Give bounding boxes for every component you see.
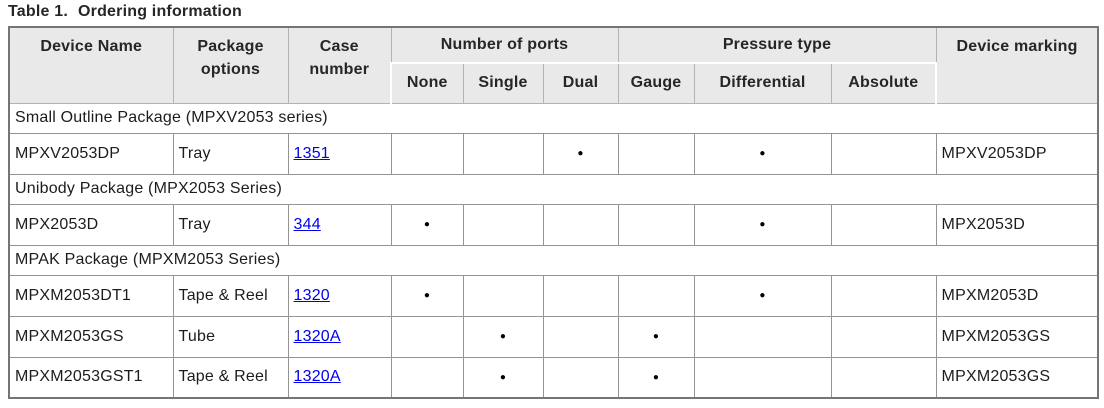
mark-single-cell <box>462 132 544 175</box>
table-row-mpx2053d: MPX2053D Tray 344 ● ● MPX2053D <box>8 203 1099 246</box>
col-header-absolute: Absolute <box>830 62 938 104</box>
mark-absolute-cell <box>830 203 937 246</box>
mark-single-cell <box>462 274 544 317</box>
device-name-cell: MPXM2053DT1 <box>8 274 174 317</box>
section-label: Small Outline Package (MPXV2053 series) <box>8 102 1099 134</box>
mark-differential-cell: ● <box>693 203 832 246</box>
device-marking-cell: MPXV2053DP <box>935 132 1099 175</box>
mark-single-cell <box>462 203 544 246</box>
col-header-case-number: Case number <box>287 26 392 104</box>
mark-absolute-cell <box>830 132 937 175</box>
table-row-mpxv2053dp: MPXV2053DP Tray 1351 ● ● MPXV2053DP <box>8 132 1099 175</box>
mark-gauge-cell <box>617 132 695 175</box>
mark-absolute-cell <box>830 274 937 317</box>
mark-dual-cell <box>542 203 619 246</box>
case-number-cell: 344 <box>287 203 392 246</box>
package-options-cell: Tape & Reel <box>172 356 289 399</box>
mark-differential-cell: ● <box>693 132 832 175</box>
mark-differential-cell <box>693 315 832 358</box>
case-number-cell: 1351 <box>287 132 392 175</box>
case-number-link[interactable]: 1320A <box>293 368 341 386</box>
mark-dual-cell: ● <box>542 132 619 175</box>
section-row-small-outline: Small Outline Package (MPXV2053 series) <box>8 102 1099 134</box>
header-row-subcolumns: None Single Dual Gauge Differential Abso… <box>9 62 1098 104</box>
mark-none-cell: ● <box>390 203 464 246</box>
case-number-link[interactable]: 344 <box>293 215 321 233</box>
table-row-mpxm2053gst1: MPXM2053GST1 Tape & Reel 1320A ● ● MPXM2… <box>8 356 1099 399</box>
package-options-cell: Tray <box>172 132 289 175</box>
section-row-unibody: Unibody Package (MPX2053 Series) <box>8 173 1099 205</box>
mark-single-cell: ● <box>462 356 544 399</box>
col-header-dual: Dual <box>542 62 619 104</box>
mark-dual-cell <box>542 274 619 317</box>
col-header-differential: Differential <box>693 62 832 104</box>
col-header-device-name: Device Name <box>8 26 174 104</box>
mark-single-cell: ● <box>462 315 544 358</box>
col-group-pressure-type: Pressure type <box>617 26 937 64</box>
mark-none-cell: ● <box>390 274 464 317</box>
section-row-mpak: MPAK Package (MPXM2053 Series) <box>8 244 1099 276</box>
mark-differential-cell <box>693 356 832 399</box>
device-marking-cell: MPXM2053GS <box>935 356 1099 399</box>
package-options-cell: Tape & Reel <box>172 274 289 317</box>
mark-differential-cell: ● <box>693 274 832 317</box>
section-label: MPAK Package (MPXM2053 Series) <box>8 244 1099 276</box>
mark-dual-cell <box>542 315 619 358</box>
mark-none-cell <box>390 315 464 358</box>
mark-none-cell <box>390 132 464 175</box>
header-row-groups: Device Name Package options Case number … <box>8 26 1099 104</box>
mark-gauge-cell <box>617 274 695 317</box>
case-number-link[interactable]: 1320 <box>293 286 330 304</box>
case-number-link[interactable]: 1351 <box>293 144 330 162</box>
device-name-cell: MPXM2053GS <box>8 315 174 358</box>
case-number-link[interactable]: 1320A <box>293 327 341 345</box>
page: Table 1. Ordering information Device Name… <box>8 3 1104 399</box>
case-number-cell: 1320 <box>287 274 392 317</box>
case-number-cell: 1320A <box>287 315 392 358</box>
mark-gauge-cell: ● <box>617 356 695 399</box>
case-number-cell: 1320A <box>287 356 392 399</box>
package-options-cell: Tray <box>172 203 289 246</box>
device-marking-cell: MPXM2053D <box>935 274 1099 317</box>
device-name-cell: MPXV2053DP <box>8 132 174 175</box>
device-marking-cell: MPXM2053GS <box>935 315 1099 358</box>
table-caption-text: Ordering information <box>78 3 242 20</box>
table-row-mpxm2053gs: MPXM2053GS Tube 1320A ● ● MPXM2053GS <box>8 315 1099 358</box>
col-header-single: Single <box>462 62 544 104</box>
mark-gauge-cell: ● <box>617 315 695 358</box>
col-header-none: None <box>390 62 464 104</box>
mark-dual-cell <box>542 356 619 399</box>
mark-none-cell <box>390 356 464 399</box>
package-options-cell: Tube <box>172 315 289 358</box>
mark-absolute-cell <box>830 356 937 399</box>
mark-gauge-cell <box>617 203 695 246</box>
ordering-information-table: Device Name Package options Case number … <box>8 26 1100 399</box>
device-marking-cell: MPX2053D <box>935 203 1099 246</box>
section-label: Unibody Package (MPX2053 Series) <box>8 173 1099 205</box>
col-header-package-options: Package options <box>172 26 289 104</box>
mark-absolute-cell <box>830 315 937 358</box>
device-name-cell: MPXM2053GST1 <box>8 356 174 399</box>
col-group-number-of-ports: Number of ports <box>390 26 619 64</box>
device-name-cell: MPX2053D <box>8 203 174 246</box>
col-header-device-marking: Device marking <box>935 26 1099 104</box>
table-caption-label: Table 1. <box>8 3 68 20</box>
table-row-mpxm2053dt1: MPXM2053DT1 Tape & Reel 1320 ● ● MPXM205… <box>8 274 1099 317</box>
table-caption: Table 1. Ordering information <box>8 3 1104 21</box>
col-header-gauge: Gauge <box>617 62 695 104</box>
